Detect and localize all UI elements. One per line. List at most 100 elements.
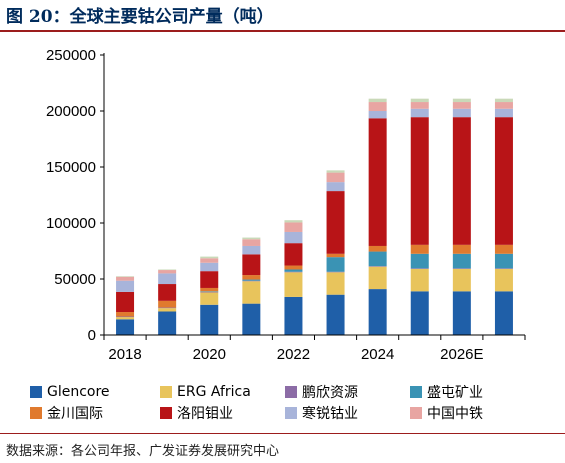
y-axis: 0 50000 100000 150000 200000 250000 bbox=[46, 47, 105, 344]
bar-segment-盛屯矿业 bbox=[242, 279, 261, 281]
bar-stack-2026E bbox=[452, 98, 471, 335]
legend-swatch bbox=[285, 406, 297, 419]
bar-segment-ERG Africa bbox=[200, 292, 219, 305]
bar-segment-洛阳钼业 bbox=[494, 117, 513, 245]
bar-segment-金川国际 bbox=[158, 300, 177, 308]
bar-segment-寒锐钴业 bbox=[494, 108, 513, 118]
y-tick-label: 200000 bbox=[46, 103, 96, 120]
bar-stack-2023 bbox=[326, 170, 345, 335]
bar-segment-Glencore bbox=[368, 289, 387, 335]
bar-segment-盛屯矿业 bbox=[284, 269, 303, 272]
legend-item: Glencore bbox=[30, 382, 160, 401]
bar-stack-2022 bbox=[284, 220, 303, 335]
bar-segment-other bbox=[410, 98, 429, 103]
bar-segment-鹏欣资源 bbox=[368, 266, 387, 267]
bar-segment-盛屯矿业 bbox=[326, 257, 345, 272]
bar-segment-中国中铁 bbox=[200, 258, 219, 263]
y-tick-label: 100000 bbox=[46, 215, 96, 232]
bar-segment-Glencore bbox=[284, 296, 303, 335]
legend: Glencore ERG Africa 鹏欣资源 盛屯矿业 金川国际 洛阳钼业 寒锐钴业 中国… bbox=[30, 382, 560, 422]
legend-item: 金川国际 bbox=[30, 403, 160, 422]
bar-segment-Glencore bbox=[326, 294, 345, 335]
bar-segment-中国中铁 bbox=[158, 270, 177, 274]
bar-segment-金川国际 bbox=[200, 287, 219, 292]
bar-segment-洛阳钼业 bbox=[116, 291, 135, 313]
bar-segment-other bbox=[326, 170, 345, 173]
bar-segment-鹏欣资源 bbox=[326, 271, 345, 273]
bar-segment-ERG Africa bbox=[368, 266, 387, 290]
title-rule bbox=[0, 30, 565, 32]
bar-segment-ERG Africa bbox=[326, 272, 345, 295]
bar-segment-寒锐钴业 bbox=[116, 280, 135, 292]
legend-item: 寒锐钴业 bbox=[285, 403, 410, 422]
legend-label: 寒锐钴业 bbox=[302, 405, 358, 422]
legend-swatch bbox=[160, 406, 172, 419]
bar-segment-盛屯矿业 bbox=[368, 251, 387, 267]
bar-segment-寒锐钴业 bbox=[284, 231, 303, 244]
bar-segment-other bbox=[242, 237, 261, 240]
bar-segment-ERG Africa bbox=[494, 268, 513, 292]
bar-segment-Glencore bbox=[452, 291, 471, 335]
bar-segment-寒锐钴业 bbox=[410, 108, 429, 118]
bar-segment-洛阳钼业 bbox=[452, 117, 471, 245]
bar-segment-other bbox=[452, 98, 471, 103]
bar-segment-ERG Africa bbox=[284, 272, 303, 297]
y-tick-label: 250000 bbox=[46, 47, 96, 64]
bar-segment-金川国际 bbox=[494, 244, 513, 254]
x-tick-label: 2022 bbox=[277, 346, 310, 363]
source-note: 数据来源：各公司年报、广发证券发展研究中心 bbox=[6, 444, 280, 459]
legend-swatch bbox=[285, 385, 297, 398]
bar-stack-2027E bbox=[494, 98, 513, 335]
x-axis: 2018 2020 2022 2024 2026E bbox=[103, 334, 526, 363]
bar-segment-Glencore bbox=[494, 291, 513, 335]
bar-segment-寒锐钴业 bbox=[326, 182, 345, 192]
bar-segment-中国中铁 bbox=[242, 239, 261, 246]
legend-swatch bbox=[30, 385, 42, 398]
bar-stack-2018 bbox=[116, 276, 135, 335]
x-tick-label: 2020 bbox=[193, 346, 226, 363]
source-rule bbox=[0, 433, 565, 434]
bar-segment-洛阳钼业 bbox=[368, 118, 387, 246]
chart-title: 图 20：全球主要钴公司产量（吨） bbox=[6, 7, 274, 27]
bar-segment-ERG Africa bbox=[242, 281, 261, 304]
bar-segment-中国中铁 bbox=[452, 102, 471, 109]
bar-segment-ERG Africa bbox=[410, 268, 429, 292]
x-tick-label: 2026E bbox=[440, 346, 483, 363]
bar-segment-Glencore bbox=[242, 303, 261, 335]
bar-segment-中国中铁 bbox=[494, 102, 513, 109]
bar-segment-洛阳钼业 bbox=[326, 191, 345, 254]
bar-segment-Glencore bbox=[158, 311, 177, 335]
legend-label: 鹏欣资源 bbox=[302, 384, 358, 401]
bar-stack-2020 bbox=[200, 256, 219, 335]
legend-swatch bbox=[30, 406, 42, 419]
bar-stack-2025E bbox=[410, 98, 429, 335]
bar-segment-other bbox=[200, 256, 219, 259]
bar-segment-金川国际 bbox=[242, 275, 261, 280]
bar-segment-洛阳钼业 bbox=[284, 243, 303, 266]
bar-stack-2019 bbox=[158, 269, 177, 335]
bar-segment-Glencore bbox=[116, 319, 135, 335]
bar-segment-金川国际 bbox=[116, 312, 135, 317]
bar-segment-鹏欣资源 bbox=[158, 307, 177, 309]
legend-label: 洛阳钼业 bbox=[177, 405, 233, 422]
bar-segment-鹏欣资源 bbox=[284, 271, 303, 273]
legend-label: 金川国际 bbox=[47, 405, 103, 422]
bar-segment-金川国际 bbox=[326, 253, 345, 258]
bar-segment-盛屯矿业 bbox=[494, 253, 513, 269]
legend-swatch bbox=[160, 385, 172, 398]
y-tick-label: 0 bbox=[88, 327, 96, 344]
bar-segment-洛阳钼业 bbox=[200, 271, 219, 288]
bar-segment-ERG Africa bbox=[158, 308, 177, 312]
bar-segment-盛屯矿业 bbox=[200, 291, 219, 292]
bar-segment-金川国际 bbox=[410, 244, 429, 254]
bar-segment-寒锐钴业 bbox=[242, 245, 261, 255]
bar-segment-ERG Africa bbox=[116, 317, 135, 320]
bar-segment-盛屯矿业 bbox=[452, 253, 471, 269]
legend-item: 洛阳钼业 bbox=[160, 403, 285, 422]
bar-segment-寒锐钴业 bbox=[200, 262, 219, 272]
legend-label: 中国中铁 bbox=[427, 405, 483, 422]
bar-segment-金川国际 bbox=[284, 265, 303, 270]
y-tick-label: 50000 bbox=[54, 271, 96, 288]
bar-segment-other bbox=[284, 220, 303, 223]
